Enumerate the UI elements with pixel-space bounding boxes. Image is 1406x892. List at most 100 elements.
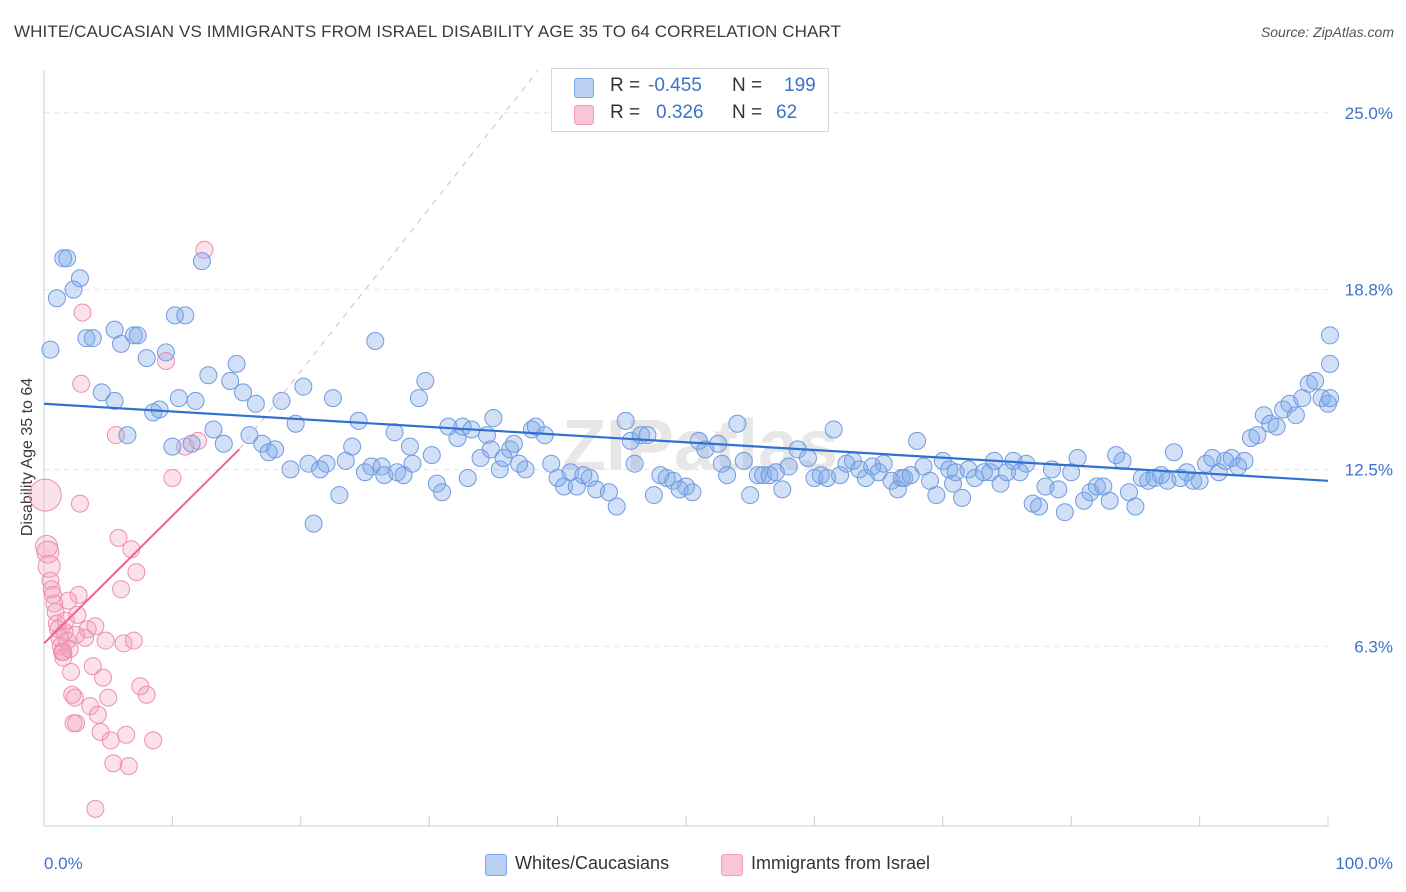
- white-point: [1306, 371, 1325, 390]
- x-tick-label: 0.0%: [44, 854, 83, 873]
- israel-point: [83, 657, 102, 676]
- israel-point: [61, 662, 80, 681]
- white-point: [41, 340, 60, 359]
- white-point: [156, 343, 175, 362]
- chart-title: WHITE/CAUCASIAN VS IMMIGRANTS FROM ISRAE…: [14, 22, 841, 41]
- white-point: [1248, 426, 1267, 445]
- r-label: R =: [610, 102, 641, 123]
- israel-point: [42, 580, 61, 599]
- israel-point: [86, 799, 105, 818]
- n-label: N =: [732, 102, 763, 123]
- israel-point: [104, 754, 123, 773]
- israel-trend-extension: [238, 69, 539, 450]
- white-point: [888, 480, 907, 499]
- white-point: [874, 454, 893, 473]
- israel-point: [112, 580, 131, 599]
- white-point: [165, 306, 184, 325]
- white-point: [824, 420, 843, 439]
- white-point: [908, 431, 927, 450]
- white-point: [176, 306, 195, 325]
- white-point: [621, 431, 640, 450]
- white-point: [330, 486, 349, 505]
- white-point: [718, 466, 737, 485]
- white-point: [227, 354, 246, 373]
- white-point: [92, 383, 111, 402]
- white-point: [683, 483, 702, 502]
- israel-point: [114, 634, 133, 653]
- source-credit: Source: ZipAtlas.com: [1260, 24, 1394, 40]
- israel-point: [37, 554, 61, 578]
- correlation-legend: R = -0.455 N = 199 R = 0.326 N = 62: [551, 68, 829, 132]
- white-point: [427, 474, 446, 493]
- white-point: [105, 391, 124, 410]
- white-point: [281, 460, 300, 479]
- israel-point: [195, 240, 214, 259]
- white-point: [1321, 326, 1339, 345]
- white-point: [221, 371, 240, 390]
- white-point: [607, 497, 626, 516]
- white-point: [1126, 497, 1145, 516]
- white-point: [294, 377, 313, 396]
- white-point: [481, 440, 500, 459]
- white-point: [1286, 406, 1305, 425]
- white-point: [137, 349, 156, 368]
- white-point: [192, 252, 211, 271]
- white-point: [1068, 448, 1087, 467]
- israel-point: [69, 585, 88, 604]
- israel-swatch-icon: [574, 105, 594, 125]
- white-point: [516, 460, 535, 479]
- white-point: [343, 437, 362, 456]
- white-point: [58, 249, 77, 268]
- white-point: [70, 269, 89, 288]
- white-point: [1267, 417, 1286, 436]
- white-point: [734, 451, 753, 470]
- y-tick-label: 18.8%: [1345, 281, 1393, 300]
- israel-n-value: 62: [776, 102, 798, 123]
- white-trend-line: [43, 402, 1329, 482]
- white-point: [712, 454, 731, 473]
- white-point: [625, 454, 644, 473]
- israel-point: [124, 631, 143, 650]
- white-point: [728, 414, 747, 433]
- white-point: [869, 463, 888, 482]
- israel-point: [109, 528, 128, 547]
- white-point: [741, 486, 760, 505]
- white-point: [1321, 354, 1339, 373]
- israel-trend-line: [43, 448, 240, 645]
- israel-point: [70, 494, 89, 513]
- white-point: [490, 460, 509, 479]
- white-point: [214, 434, 233, 453]
- white-point: [773, 480, 792, 499]
- israel-point: [99, 688, 118, 707]
- israel-point: [117, 725, 136, 744]
- y-tick-label: 25.0%: [1345, 104, 1393, 123]
- white-point: [400, 437, 419, 456]
- white-point: [1321, 389, 1339, 408]
- white-point: [304, 514, 323, 533]
- white-point: [240, 426, 259, 445]
- white-point: [266, 440, 285, 459]
- white-point: [362, 457, 381, 476]
- white-point: [1030, 497, 1049, 516]
- white-point: [299, 454, 318, 473]
- white-point: [77, 329, 96, 348]
- israel-point: [54, 642, 73, 661]
- white-point: [991, 474, 1010, 493]
- legend-row-israel: R = 0.326 N = 62: [552, 102, 828, 128]
- white-point: [944, 474, 963, 493]
- x-tick-labels: 0.0% 100.0%: [44, 854, 1393, 873]
- white-point: [458, 468, 477, 487]
- white-r-value: -0.455: [648, 75, 702, 96]
- legend-row-white: R = -0.455 N = 199: [552, 75, 828, 101]
- white-point: [422, 446, 441, 465]
- israel-swatch-icon: [721, 854, 743, 876]
- white-point: [272, 391, 291, 410]
- white-point: [504, 434, 523, 453]
- israel-point: [119, 757, 138, 776]
- white-point: [1164, 443, 1183, 462]
- white-point: [1049, 480, 1068, 499]
- white-point: [1113, 451, 1132, 470]
- r-label: R =: [610, 75, 641, 96]
- legend-label-israel: Immigrants from Israel: [751, 853, 931, 873]
